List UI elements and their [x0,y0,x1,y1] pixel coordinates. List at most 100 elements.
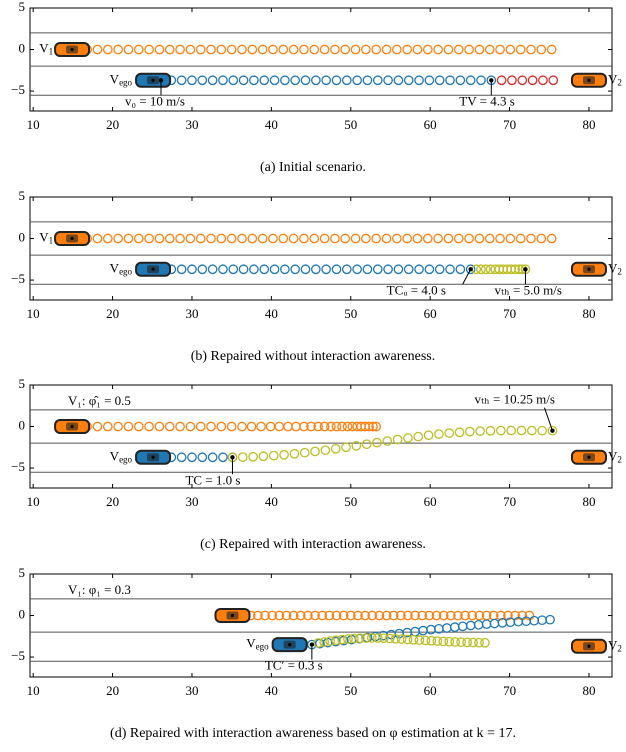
vehicle-marker [587,644,591,648]
trajectory-point [529,615,540,626]
trajectory-point [249,264,259,275]
trajectory-point [408,634,419,645]
x-tick-label: 40 [265,494,278,509]
trajectory-point [133,421,144,432]
trajectory-point [476,75,486,86]
x-tick-label: 50 [344,683,357,698]
vehicle-label-sub: ego [119,266,132,276]
trajectory-point [480,264,491,275]
trajectory-point [341,75,352,86]
trajectory-point [403,75,414,86]
trajectory-point [321,264,332,275]
trajectory-point [361,233,371,244]
trajectory-point [331,635,341,646]
trajectory-point [537,615,547,626]
vehicle-marker [587,78,591,82]
trajectory-point [423,430,434,441]
caption: (c) Repaired with interaction awareness. [200,537,426,552]
trajectory-point [319,233,330,244]
trajectory-point [371,44,382,55]
trajectory-point [454,427,465,438]
trajectory-point [538,75,548,86]
trajectory-point [418,625,428,636]
trajectory-point [391,233,402,244]
trajectory-point [206,44,216,55]
trajectory-point [402,634,413,645]
trajectory-point [195,421,206,432]
trajectory-point [331,421,342,432]
trajectory-point [247,44,258,55]
trajectory-point [259,75,270,86]
annotation: TCᵤ = 4.0 s [387,282,446,297]
trajectory-point [306,421,316,432]
trajectory-point [133,44,144,55]
trajectory-point [176,264,187,275]
trajectory-point [288,233,299,244]
trajectory-point [299,44,309,55]
trajectory-point [422,44,433,55]
trajectory-point [360,610,370,621]
trajectory-point [467,610,478,621]
trajectory-point [207,264,218,275]
trajectory-point [361,439,372,450]
trajectory-point [434,429,444,439]
trajectory-point [123,233,134,244]
vehicle-label: V2 [608,260,622,276]
trajectory-point [313,638,324,648]
trajectory-point [321,75,332,86]
trajectory-point [412,233,423,244]
trajectory-point [515,233,526,244]
trajectory-point [392,434,403,445]
vehicle-marker [70,236,74,241]
vehicle-label-sub: ego [119,454,132,464]
trajectory-point [281,610,292,621]
vehicle-label-base: V [246,636,256,651]
trajectory-point [361,44,371,55]
trajectory-point [414,264,424,275]
x-tick-label: 60 [424,494,437,509]
vehicle-marker [288,643,292,647]
trajectory-point [265,421,276,432]
trajectory-point [226,233,237,244]
trajectory-point [382,436,393,446]
plot-frame [29,573,613,678]
trajectory-point [278,44,289,55]
trajectory-point [269,264,280,275]
trajectory-point [366,633,377,643]
trajectory-point [367,610,378,621]
trajectory-point [364,421,374,432]
trajectory-point [176,75,187,86]
vehicle-label-base: V [39,230,49,245]
trajectory-point [438,610,449,621]
y-tick-label: −5 [11,459,25,474]
trajectory-point [390,633,401,644]
trajectory-point [403,264,414,275]
trajectory-point [337,421,347,432]
trajectory-point [495,233,505,244]
trajectory-point [474,44,485,55]
x-tick-label: 30 [185,683,198,698]
vehicle-label-sub: 2 [617,266,622,276]
trajectory-point [378,633,389,644]
trajectory-point [176,452,187,463]
trajectory-point [372,633,383,643]
trajectory-point [465,620,476,631]
trajectory-point [438,636,449,647]
x-tick-label: 70 [503,306,516,321]
trajectory-point [352,264,362,275]
trajectory-point [474,610,485,621]
x-tick-label: 20 [106,117,119,132]
trajectory-point [256,421,266,432]
x-tick-label: 70 [503,494,516,509]
trajectory-point [206,233,216,244]
trajectory-point [268,450,279,461]
trajectory-point [290,264,301,275]
trajectory-point [350,44,361,55]
annotation: vₜₕ = 10.25 m/s [474,392,554,407]
trajectory-point [473,619,484,630]
trajectory-point [216,233,227,244]
x-tick-label: 10 [27,494,40,509]
vehicle-label: V2 [608,71,622,87]
trajectory-point [92,233,103,244]
